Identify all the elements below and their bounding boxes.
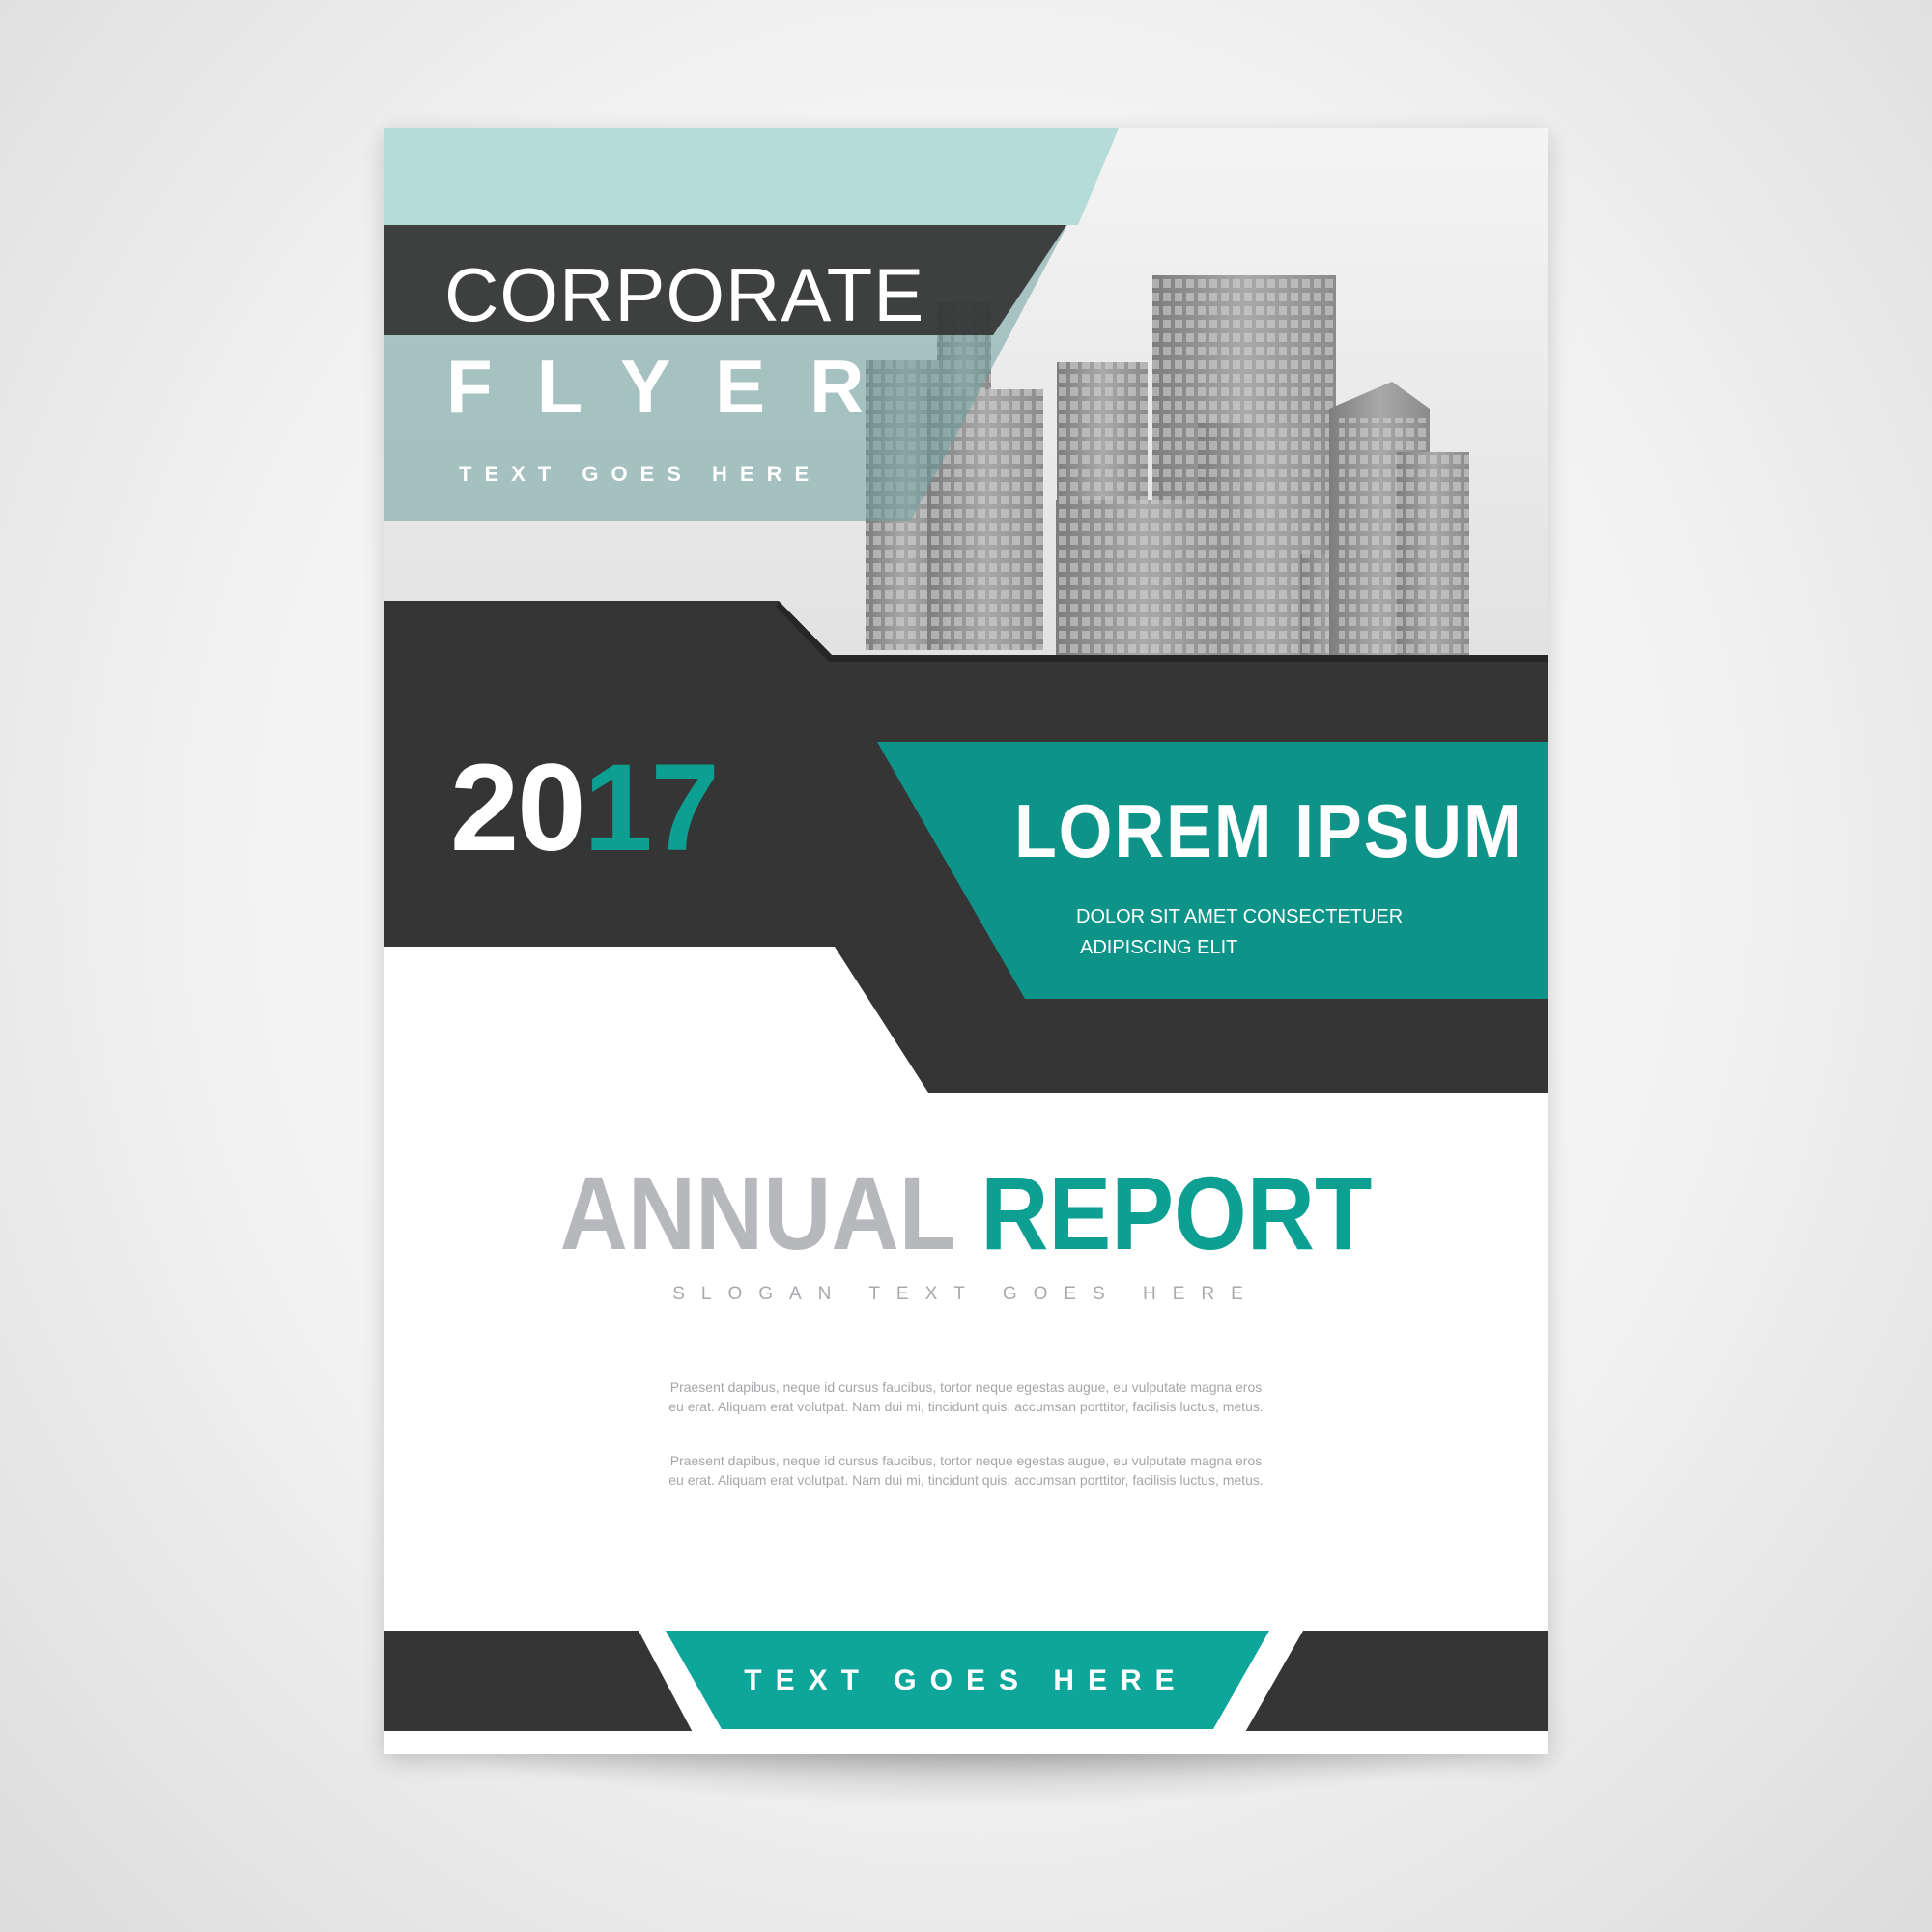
body-paragraph-1-line-2: eu erat. Aliquam erat volutpat. Nam dui … [668, 1399, 1264, 1414]
headline: LOREM IPSUM [1014, 788, 1523, 873]
year-part-white: 20 [450, 739, 585, 877]
report-title: ANNUAL REPORT [442, 1152, 1490, 1273]
report-title-word-1: ANNUAL [559, 1154, 955, 1271]
subheadline-line-1: DOLOR SIT AMET CONSECTETUER [1076, 906, 1404, 927]
footer-bottom-strip [384, 1731, 1548, 1754]
body-paragraph-1: Praesent dapibus, neque id cursus faucib… [384, 1378, 1548, 1416]
flyer-graphics [384, 128, 1548, 1754]
bottom-tagline: TEXT GOES HERE [744, 1664, 1188, 1696]
body-paragraph-2-line-2: eu erat. Aliquam erat volutpat. Nam dui … [668, 1472, 1264, 1488]
title-flyer: FLYER [446, 344, 909, 429]
dark-band-shadow [776, 601, 1548, 662]
subheadline-line-2: ADIPISCING ELIT [1080, 937, 1238, 958]
year-part-teal: 17 [583, 739, 719, 877]
year-label: 2017 [450, 737, 720, 879]
top-tagline: TEXT GOES HERE [459, 462, 822, 486]
title-corporate: CORPORATE [444, 252, 925, 337]
footer-teal-tab [666, 1631, 1269, 1729]
body-paragraph-2-line-1: Praesent dapibus, neque id cursus faucib… [669, 1453, 1263, 1468]
title-dark-band [384, 225, 1066, 335]
headline-teal-panel [877, 742, 1548, 999]
hero-light-teal-band [384, 128, 1119, 225]
body-paragraph-2: Praesent dapibus, neque id cursus faucib… [384, 1451, 1548, 1490]
flyer-page: CORPORATE FLYER TEXT GOES HERE 2017 LORE… [384, 128, 1548, 1754]
body-paragraph-1-line-1: Praesent dapibus, neque id cursus faucib… [669, 1379, 1263, 1395]
slogan: SLOGAN TEXT GOES HERE [672, 1284, 1260, 1304]
report-title-word-2: REPORT [980, 1154, 1373, 1271]
